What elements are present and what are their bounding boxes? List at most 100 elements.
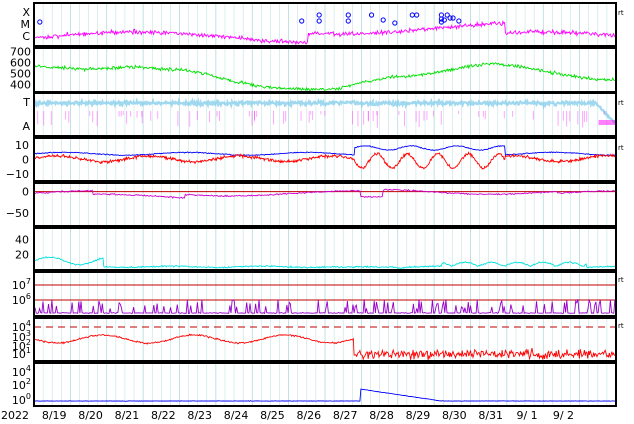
temperature-index-line: [32, 97, 617, 126]
axis-labels: 8/19 8/20 8/21 8/22 8/23 8/24 8/25 8/26 8/27 8/28…: [1, 6, 624, 422]
panel-frame-8: [33, 317, 617, 362]
flare-marker: [438, 16, 444, 22]
x-tick-label-6: 8/24: [224, 409, 249, 422]
y-tick-b-1: 10: [15, 139, 29, 152]
x-tick-label-8: 8/26: [296, 409, 321, 422]
flare-marker: [345, 12, 351, 18]
y-tick-flux-3-exponent: 2: [26, 338, 31, 347]
y-tick-proton-1: 104: [12, 364, 31, 379]
x-tick-label-14: 9/ 1: [516, 409, 537, 422]
y-tick-proton-1-base: 10: [12, 366, 26, 379]
y-tick-speed-3: 500: [10, 67, 31, 80]
temperature-line: [33, 298, 617, 315]
bt-line: [33, 145, 617, 157]
y-tick-density-2: 20: [15, 249, 29, 262]
y-tick-flux-1-exponent: 4: [26, 319, 31, 328]
y-label-x: X: [22, 6, 30, 19]
panel-frame-9: [33, 362, 617, 407]
y-label-a: A: [22, 120, 30, 133]
y-label-t: T: [22, 96, 30, 109]
x-tick-label-4: 8/22: [151, 409, 176, 422]
x-tick-label-3: 8/21: [115, 409, 140, 422]
panel-frame-1: [33, 2, 617, 47]
x-tick-label-11: 8/29: [406, 409, 431, 422]
rt-label-panel-8: rt: [618, 322, 624, 330]
flare-marker: [345, 18, 351, 24]
y-tick-speed-1: 700: [10, 45, 31, 58]
x-tick-label-10: 8/28: [369, 409, 394, 422]
x-tick-label-7: 8/25: [260, 409, 285, 422]
flare-marker: [441, 17, 447, 23]
y-tick-speed-2: 600: [10, 56, 31, 69]
y-tick-flux-1: 104: [12, 319, 31, 334]
panel-frame-6: [33, 227, 617, 271]
y-tick-proton-2-base: 10: [12, 379, 26, 392]
y-tick-flux-4-base: 10: [12, 348, 26, 361]
flare-marker: [447, 15, 453, 21]
panel-frames: [33, 2, 617, 407]
flare-marker: [316, 12, 322, 18]
flare-marker: [456, 18, 462, 24]
y-tick-proton-3-exponent: 0: [26, 392, 31, 401]
flare-marker: [299, 18, 305, 24]
x-tick-label-9: 8/27: [333, 409, 358, 422]
flare-marker: [414, 12, 420, 18]
data-series: [32, 12, 617, 402]
panel-frame-7: [33, 271, 617, 317]
bz-phi-line: [33, 188, 616, 199]
panel-frame-5: [33, 182, 617, 227]
y-tick-temp-2: 106: [12, 292, 31, 307]
xray-flux-line: [33, 20, 617, 46]
y-tick-b-3: −10: [6, 168, 29, 181]
x-tick-label-12: 8/30: [442, 409, 467, 422]
y-tick-flux-1-base: 10: [12, 321, 26, 334]
flare-marker: [316, 18, 322, 24]
flare-marker: [37, 19, 43, 25]
y-tick-proton-3: 100: [12, 392, 31, 407]
y-tick-proton-2-exponent: 2: [26, 377, 31, 386]
y-tick-flux-4: 101: [12, 346, 31, 361]
flare-marker: [444, 12, 450, 18]
y-tick-density-1: 40: [15, 233, 29, 246]
y-tick-proton-3-base: 10: [12, 394, 26, 407]
y-label-c: C: [22, 30, 30, 43]
y-tick-flux-4-exponent: 1: [26, 346, 31, 355]
flare-marker: [392, 20, 398, 26]
y-tick-b-2: 0: [22, 154, 29, 167]
y-tick-flux-2-exponent: 3: [26, 329, 31, 338]
x-tick-label-5: 8/23: [187, 409, 212, 422]
index-block: [598, 120, 616, 125]
y-tick-temp-2-base: 10: [12, 294, 26, 307]
x-axis-year: 2022: [1, 409, 29, 422]
density-line: [33, 256, 617, 270]
bz-line: [33, 151, 617, 170]
rt-label-panel-4: rt: [618, 144, 624, 152]
proton-line: [33, 388, 617, 402]
flare-marker: [409, 12, 415, 18]
flare-marker: [368, 12, 375, 18]
grid-lines: [42, 3, 608, 406]
y-tick-flux-2-base: 10: [12, 331, 26, 344]
flux-red-line: [33, 333, 617, 361]
rt-label-panel-3: rt: [618, 99, 624, 107]
y-tick-proton-1-exponent: 4: [26, 364, 31, 373]
x-tick-label-13: 8/31: [478, 409, 503, 422]
y-tick-temp-1: 107: [12, 277, 31, 292]
x-tick-label-1: 8/19: [42, 409, 67, 422]
rt-label-panel-1: rt: [618, 9, 624, 17]
y-tick-flux-2: 103: [12, 329, 31, 344]
flare-marker: [380, 17, 386, 23]
rt-label-panel-7: rt: [618, 276, 624, 284]
x-tick-label-15: 9/ 2: [553, 409, 574, 422]
y-tick-flux-3: 102: [12, 338, 31, 353]
y-tick-flux-3-base: 10: [12, 340, 26, 353]
y-tick-bz-2: −50: [6, 207, 29, 220]
y-tick-temp-1-base: 10: [12, 279, 26, 292]
speed-line: [33, 62, 617, 92]
x-tick-label-2: 8/20: [78, 409, 103, 422]
panel-frame-4: [33, 137, 617, 182]
y-label-m: M: [21, 18, 31, 31]
y-tick-bz-1: 0: [22, 186, 29, 199]
flare-marker: [450, 15, 456, 21]
